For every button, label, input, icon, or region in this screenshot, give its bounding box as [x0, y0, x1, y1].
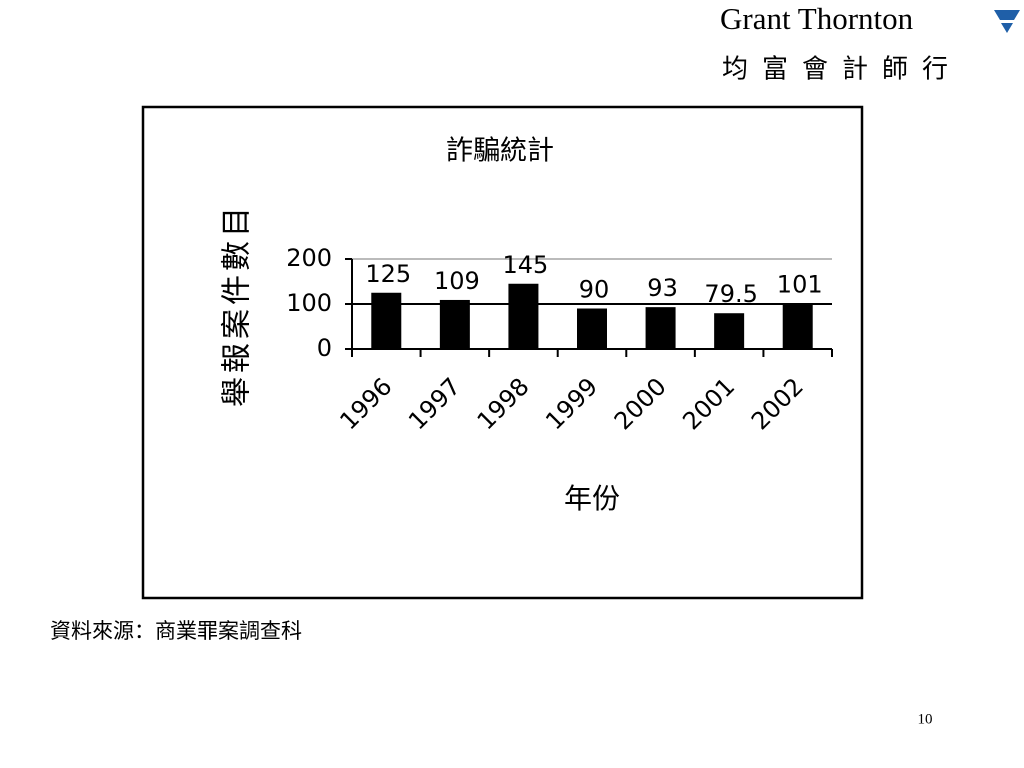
value-label: 79.5: [704, 280, 757, 308]
x-tick-label: 2002: [746, 372, 809, 435]
logo-icon: [994, 10, 1020, 33]
value-label: 101: [777, 271, 823, 299]
source-note: 資料來源：商業罪案調查科: [50, 619, 302, 643]
bar: [439, 299, 470, 349]
chart-frame: [141, 105, 864, 600]
x-axis-label: 年份: [564, 482, 620, 515]
chart-title: 詐騙統計: [446, 136, 554, 167]
y-tick-label: 0: [317, 334, 332, 362]
logo-name: Grant Thornton: [720, 1, 914, 36]
bar: [371, 292, 402, 349]
value-label: 93: [647, 274, 678, 302]
x-tick-label: 1997: [403, 372, 466, 435]
x-tick-label: 2000: [609, 372, 672, 435]
bar: [645, 307, 676, 349]
logo-chinese: 均富會計師行: [722, 55, 962, 85]
y-tick-label: 200: [286, 244, 332, 272]
bar: [714, 313, 745, 349]
y-tick-label: 100: [286, 289, 332, 317]
x-tick-label: 1999: [540, 372, 603, 435]
plot: 0 100 200 125 1996 109 1997 145 1998 90 1999 93 2000…: [286, 244, 833, 435]
x-tick-label: 1998: [472, 372, 535, 435]
value-label: 145: [503, 251, 549, 279]
bar: [508, 283, 539, 349]
y-axis-label: 舉報案件數目: [220, 203, 255, 407]
x-tick-label: 1996: [334, 372, 397, 435]
bar: [577, 308, 607, 349]
value-label: 109: [434, 267, 480, 295]
page-number: 10: [918, 711, 933, 727]
x-tick-label: 2001: [677, 372, 740, 435]
bar: [782, 303, 813, 349]
value-label: 125: [365, 260, 411, 288]
value-label: 90: [579, 276, 610, 304]
